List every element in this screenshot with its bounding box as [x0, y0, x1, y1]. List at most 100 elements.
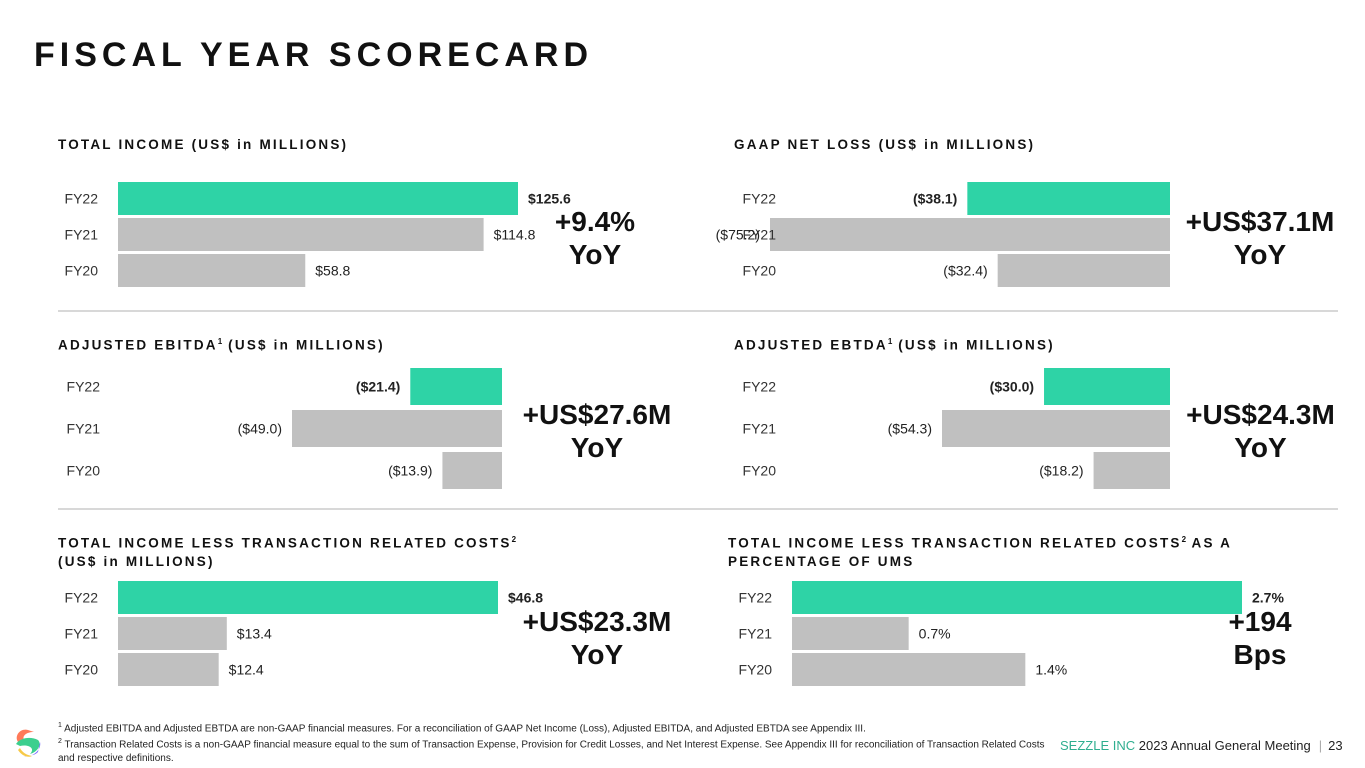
adj-ebitda-title-main: ADJUSTED EBITDA: [58, 337, 218, 353]
income-less-trc-pct-change-value: +194: [1228, 606, 1292, 637]
adj_ebtda-category-fy20: FY20: [743, 463, 777, 479]
adj-ebtda-title-unit: (US$ in MILLIONS): [892, 337, 1055, 353]
total-income-change-value: +9.4%: [554, 206, 636, 237]
income-less-trc-pct-title-main: TOTAL INCOME LESS TRANSACTION RELATED CO…: [728, 535, 1182, 551]
net-loss-chart: FY22 ($38.1) FY21($75.2) FY20 ($32.4): [716, 182, 1170, 287]
net_loss-category-fy22: FY22: [743, 191, 777, 207]
footnote-1: 1 Adjusted EBITDA and Adjusted EBTDA are…: [58, 719, 1048, 735]
total_income-category-fy22: FY22: [65, 191, 99, 207]
adj_ebitda-category-fy21: FY21: [67, 421, 101, 437]
income-less-trc-title-main: TOTAL INCOME LESS TRANSACTION RELATED CO…: [58, 535, 512, 551]
total_income-value-label-fy21: $114.8: [494, 227, 536, 243]
income_less_trc-bar-fy22: [118, 581, 498, 614]
income_less_trc-bar-fy20: [118, 653, 219, 686]
net-loss-change-value: +US$37.1M: [1185, 206, 1335, 237]
net_loss-category-fy21: FY21: [743, 227, 777, 243]
net-loss-title: GAAP NET LOSS (US$ in MILLIONS): [734, 137, 1036, 152]
adj-ebitda-change-unit: YoY: [570, 432, 624, 463]
income-less-trc-title-sup: 2: [511, 535, 517, 544]
adj-ebitda-change-value: +US$27.6M: [522, 399, 672, 430]
net_loss-bar-fy22: [967, 182, 1170, 215]
adj-ebitda-title: ADJUSTED EBITDA1 (US$ in MILLIONS): [58, 333, 385, 355]
income_less_trc_pct-bar-fy21: [792, 617, 909, 650]
total-income-title: TOTAL INCOME (US$ in MILLIONS): [58, 137, 349, 152]
total-income-change-unit: YoY: [568, 239, 622, 270]
adj_ebtda-bar-fy22: [1044, 368, 1170, 405]
page-title: FISCAL YEAR SCORECARD: [34, 36, 594, 74]
total_income-value-label-fy20: $58.8: [315, 263, 350, 279]
row-divider-2: [58, 508, 1338, 510]
adj-ebitda-chart: FY22 ($21.4) FY21 ($49.0) FY20 ($13.9): [67, 368, 502, 489]
adj-ebitda-title-unit: (US$ in MILLIONS): [222, 337, 385, 353]
income-less-trc-change-unit: YoY: [570, 639, 624, 670]
total_income-bar-fy20: [118, 254, 306, 287]
sezzle-logo-icon: [16, 729, 41, 757]
net_loss-value-label-fy21: ($75.2): [716, 227, 760, 243]
income_less_trc_pct-bar-fy20: [792, 653, 1026, 686]
footer: SEZZLE INC 2023 Annual General Meeting | 2…: [1060, 738, 1343, 753]
adj_ebitda-value-label-fy21: ($49.0): [238, 421, 282, 437]
income_less_trc-value-label-fy22: $46.8: [508, 590, 543, 606]
income-less-trc-change-value: +US$23.3M: [522, 606, 672, 637]
adj-ebitda-title-sup: 1: [217, 337, 223, 346]
total_income-category-fy21: FY21: [65, 227, 99, 243]
income-less-trc-chart: FY22 $46.8 FY21 $13.4 FY20 $12.4: [65, 581, 543, 686]
income_less_trc-category-fy20: FY20: [65, 662, 99, 678]
income_less_trc-value-label-fy20: $12.4: [229, 662, 264, 678]
income-less-trc-change: +US$23.3M YoY: [512, 605, 682, 671]
total_income-bar-fy21: [118, 218, 484, 251]
income_less_trc-bar-fy21: [118, 617, 227, 650]
income-less-trc-pct-title-unit: PERCENTAGE OF UMS: [728, 553, 915, 569]
adj-ebtda-change: +US$24.3M YoY: [1178, 398, 1343, 464]
income-less-trc-pct-change: +194 Bps: [1200, 605, 1320, 671]
income-less-trc-pct-chart: FY22 2.7% FY21 0.7% FY20 1.4%: [739, 581, 1284, 686]
adj_ebitda-category-fy20: FY20: [67, 463, 101, 479]
net-loss-change: +US$37.1M YoY: [1180, 205, 1340, 271]
adj_ebitda-bar-fy20: [442, 452, 502, 489]
income-less-trc-title: TOTAL INCOME LESS TRANSACTION RELATED CO…: [58, 531, 516, 571]
income_less_trc-value-label-fy21: $13.4: [237, 626, 272, 642]
footer-event: 2023 Annual General Meeting: [1138, 738, 1311, 753]
net_loss-bar-fy21: [770, 218, 1170, 251]
adj-ebitda-change: +US$27.6M YoY: [512, 398, 682, 464]
footnote-2-text: Transaction Related Costs is a non-GAAP …: [58, 739, 1045, 764]
income-less-trc-title-unit: (US$ in MILLIONS): [58, 553, 215, 569]
net-loss-change-unit: YoY: [1233, 239, 1287, 270]
footer-brand: SEZZLE INC: [1060, 738, 1136, 753]
net_loss-value-label-fy20: ($32.4): [943, 263, 987, 279]
income_less_trc_pct-bar-fy22: [792, 581, 1242, 614]
adj_ebtda-value-label-fy20: ($18.2): [1039, 463, 1083, 479]
net_loss-category-fy20: FY20: [743, 263, 777, 279]
adj-ebtda-change-unit: YoY: [1234, 432, 1287, 463]
adj_ebtda-category-fy21: FY21: [743, 421, 777, 437]
total-income-change: +9.4% YoY: [520, 205, 670, 271]
total_income-value-label-fy22: $125.6: [528, 191, 571, 207]
adj-ebtda-chart: FY22 ($30.0) FY21 ($54.3) FY20 ($18.2): [743, 368, 1170, 489]
income_less_trc-category-fy22: FY22: [65, 590, 99, 606]
footnotes: 1 Adjusted EBITDA and Adjusted EBTDA are…: [58, 719, 1048, 765]
total_income-category-fy20: FY20: [65, 263, 99, 279]
income_less_trc_pct-value-label-fy22: 2.7%: [1252, 590, 1284, 606]
footnote-1-marker: 1: [58, 722, 62, 729]
net_loss-value-label-fy22: ($38.1): [913, 191, 957, 207]
footer-separator: |: [1318, 738, 1323, 753]
adj_ebtda-value-label-fy22: ($30.0): [990, 379, 1034, 395]
income_less_trc-category-fy21: FY21: [65, 626, 99, 642]
net_loss-bar-fy20: [997, 254, 1170, 287]
income-less-trc-pct-title-sup: 2: [1181, 535, 1187, 544]
adj-ebtda-title-sup: 1: [887, 337, 893, 346]
adj_ebitda-value-label-fy22: ($21.4): [356, 379, 400, 395]
income_less_trc_pct-value-label-fy21: 0.7%: [919, 626, 951, 642]
adj-ebtda-title: ADJUSTED EBTDA1 (US$ in MILLIONS): [734, 333, 1055, 355]
adj_ebtda-bar-fy20: [1093, 452, 1170, 489]
adj_ebitda-value-label-fy20: ($13.9): [388, 463, 432, 479]
adj_ebitda-category-fy22: FY22: [67, 379, 101, 395]
income-less-trc-pct-title: TOTAL INCOME LESS TRANSACTION RELATED CO…: [728, 531, 1232, 571]
footnote-2-marker: 2: [58, 738, 62, 746]
income_less_trc_pct-value-label-fy20: 1.4%: [1035, 662, 1067, 678]
adj_ebtda-value-label-fy21: ($54.3): [888, 421, 932, 437]
adj-ebtda-change-value: +US$24.3M: [1186, 399, 1335, 430]
adj_ebtda-category-fy22: FY22: [743, 379, 777, 395]
income_less_trc_pct-category-fy22: FY22: [739, 590, 773, 606]
footnote-1-text: Adjusted EBITDA and Adjusted EBTDA are n…: [64, 723, 866, 735]
